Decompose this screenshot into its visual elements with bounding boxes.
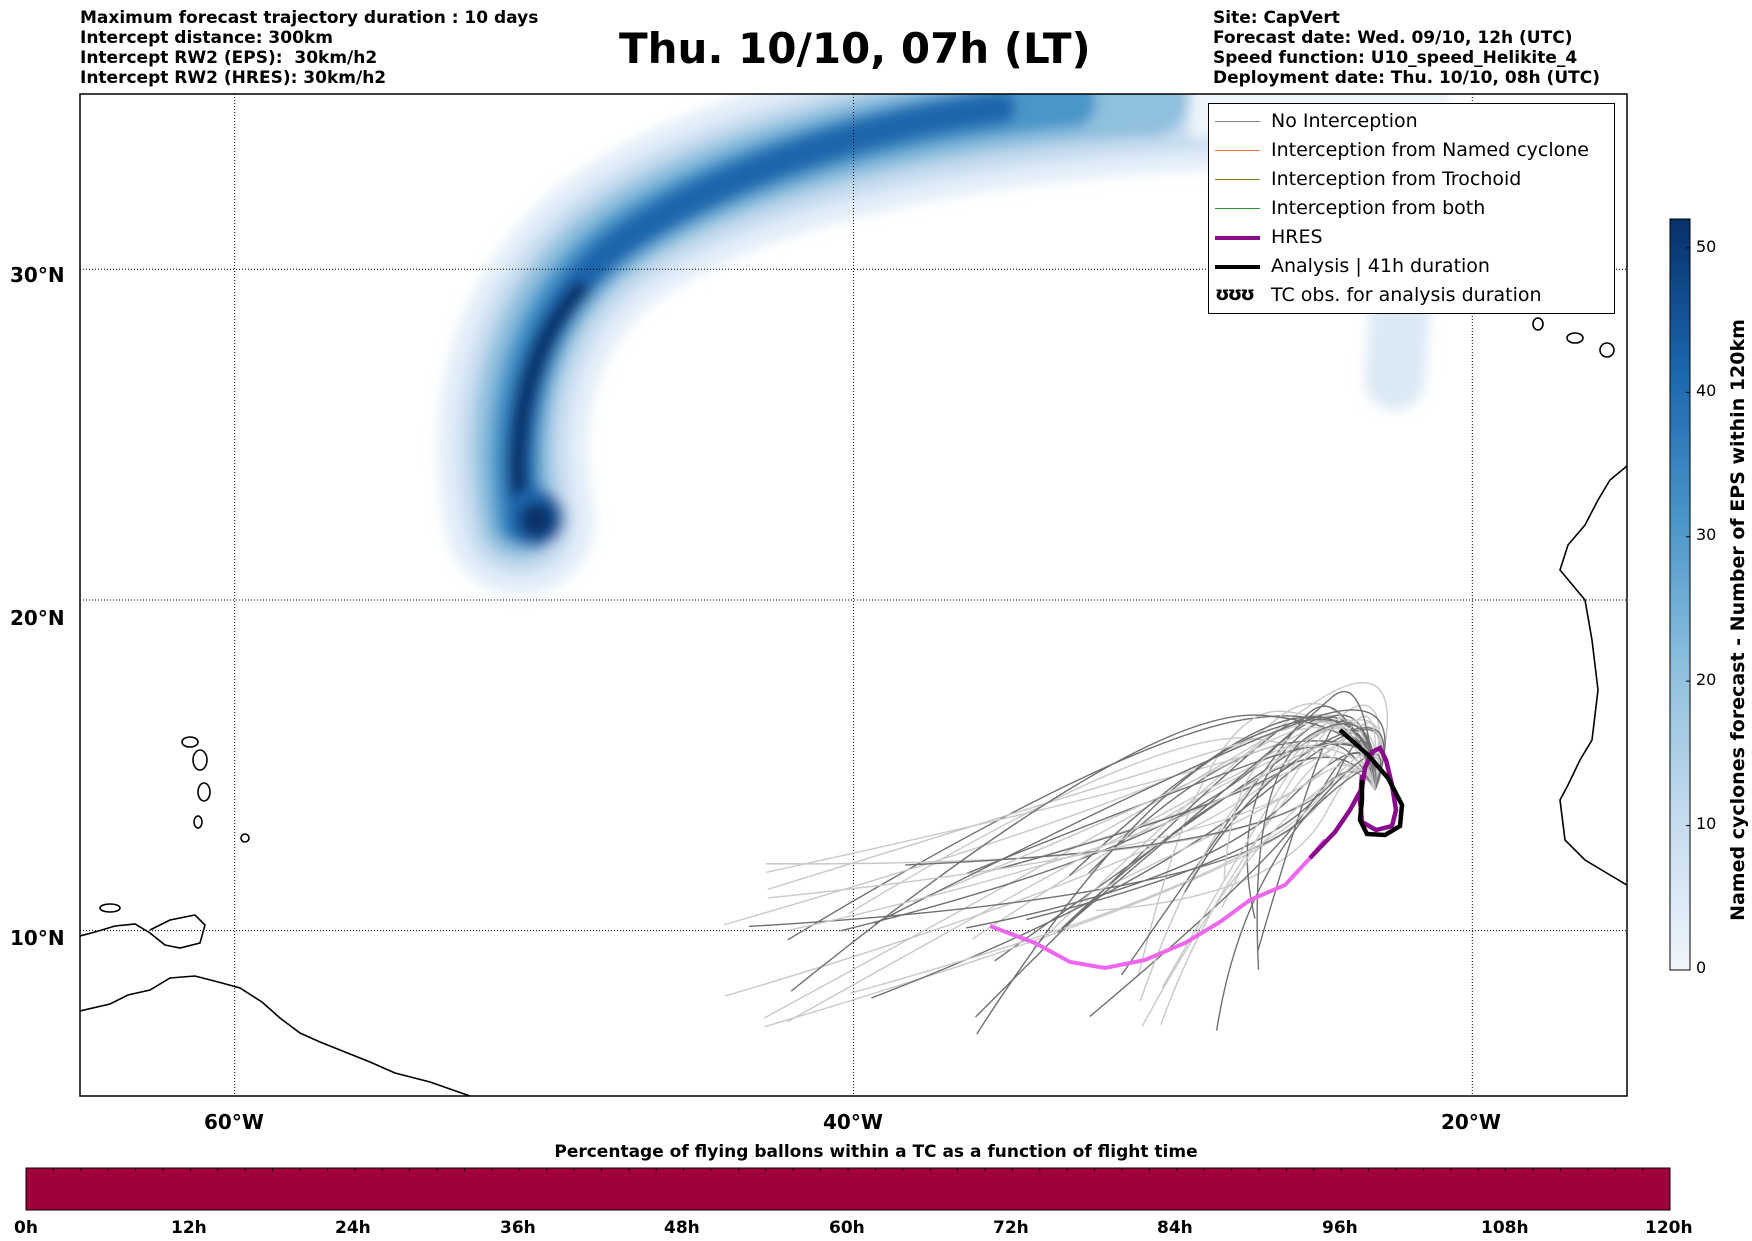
- cyclone-density-swath: [437, 94, 1450, 595]
- meta-site: Site: CapVert: [1213, 8, 1340, 28]
- colorbar-tick-10: 10: [1696, 814, 1717, 833]
- map-frame: [79, 93, 1628, 1097]
- colorbar-tick-20: 20: [1696, 670, 1717, 689]
- legend-item-hres: HRES: [1209, 224, 1614, 253]
- legend-label: Interception from Trochoid: [1271, 168, 1522, 190]
- bar-tick-label: 120h: [1645, 1218, 1693, 1238]
- bar-tick-label: 108h: [1481, 1218, 1529, 1238]
- trajectory-line: [724, 717, 1376, 997]
- coastlines: [80, 317, 1627, 1096]
- legend-item-trochoid: Interception from Trochoid: [1209, 166, 1614, 195]
- meta-intercept-distance: Intercept distance: 300km: [80, 28, 333, 48]
- lat-label-10n: 10°N: [10, 926, 65, 950]
- bar-tick-label: 72h: [993, 1218, 1029, 1238]
- bar-tick-label: 36h: [500, 1218, 536, 1238]
- lat-label-20n: 20°N: [10, 606, 65, 630]
- trajectory-line: [1215, 753, 1382, 1031]
- bar-tick-label: 48h: [664, 1218, 700, 1238]
- colorbar: [1669, 218, 1691, 971]
- legend-item-tc-obs: ʊʊʊ TC obs. for analysis duration: [1209, 282, 1614, 311]
- bar-tick-label: 24h: [335, 1218, 371, 1238]
- legend-swatch: [1215, 236, 1260, 240]
- tc-obs-symbol-icon: ʊʊʊ: [1215, 283, 1255, 305]
- trajectory-line: [768, 715, 1377, 899]
- bar-tick-label: 60h: [829, 1218, 865, 1238]
- meta-max-duration: Maximum forecast trajectory duration : 1…: [80, 8, 539, 28]
- legend-item-analysis: Analysis | 41h duration: [1209, 253, 1614, 282]
- trajectory-line: [1223, 745, 1376, 879]
- legend-label: Analysis | 41h duration: [1271, 255, 1490, 277]
- bar-tick-label: 84h: [1157, 1218, 1193, 1238]
- legend-item-both: Interception from both: [1209, 195, 1614, 224]
- legend-swatch: [1215, 179, 1260, 180]
- map-grid: [80, 94, 1627, 1096]
- lon-label-40w: 40°W: [823, 1110, 883, 1134]
- trajectory-line: [994, 721, 1376, 962]
- legend-swatch: [1215, 265, 1260, 269]
- flight-time-bar-title: Percentage of flying ballons within a TC…: [554, 1142, 1198, 1162]
- colorbar-tick-50: 50: [1696, 237, 1717, 256]
- lon-label-20w: 20°W: [1441, 1110, 1501, 1134]
- trajectory-line: [1068, 716, 1376, 877]
- legend-swatch: [1215, 150, 1260, 151]
- trajectory-line: [1061, 690, 1376, 930]
- trajectory-line: [1057, 756, 1376, 933]
- legend-item-no-interception: No Interception: [1209, 108, 1614, 137]
- legend-label: TC obs. for analysis duration: [1271, 284, 1542, 306]
- hres-trajectory-recent: [1308, 744, 1399, 860]
- trajectory-line: [787, 724, 1383, 1023]
- trajectory-line: [1160, 731, 1377, 1025]
- meta-deployment-date: Deployment date: Thu. 10/10, 08h (UTC): [1213, 68, 1600, 88]
- page-title: Thu. 10/10, 07h (LT): [619, 24, 1091, 73]
- meta-left: Maximum forecast trajectory duration : 1…: [80, 8, 538, 88]
- colorbar-tick-30: 30: [1696, 525, 1717, 544]
- bar-tick-label: 96h: [1322, 1218, 1358, 1238]
- trajectory-line: [1161, 725, 1376, 988]
- flight-time-bar-ticks: [53, 1168, 1643, 1172]
- legend: No Interception Interception from Named …: [1208, 103, 1615, 314]
- colorbar-ticks: [1686, 247, 1690, 971]
- trajectory-line: [874, 709, 1386, 925]
- legend-label: HRES: [1271, 226, 1323, 248]
- trajectory-line: [1184, 727, 1385, 893]
- trajectory-line: [1141, 769, 1376, 1027]
- lat-label-30n: 30°N: [10, 263, 65, 287]
- hres-trajectory: [989, 838, 1327, 971]
- analysis-trajectory: [1338, 728, 1405, 838]
- meta-speed-function: Speed function: U10_speed_Helikite_4: [1213, 48, 1578, 68]
- lon-label-60w: 60°W: [204, 1110, 264, 1134]
- legend-label: No Interception: [1271, 110, 1418, 132]
- bar-tick-label: 0h: [14, 1218, 38, 1238]
- trajectory-line: [767, 721, 1376, 891]
- legend-swatch: [1215, 121, 1260, 122]
- bar-tick-label: 12h: [171, 1218, 207, 1238]
- trajectory-line: [905, 740, 1376, 866]
- colorbar-tick-40: 40: [1696, 381, 1717, 400]
- meta-intercept-eps: Intercept RW2 (EPS): 30km/h2: [80, 48, 378, 68]
- meta-right: Site: CapVert Forecast date: Wed. 09/10,…: [1213, 8, 1600, 88]
- trajectory-line: [1026, 752, 1376, 921]
- colorbar-title: Named cyclones forecast - Number of EPS …: [1727, 319, 1749, 921]
- meta-intercept-hres: Intercept RW2 (HRES): 30km/h2: [80, 68, 387, 88]
- legend-label: Interception from Named cyclone: [1271, 139, 1589, 161]
- legend-item-named-cyclone: Interception from Named cyclone: [1209, 137, 1614, 166]
- meta-forecast-date: Forecast date: Wed. 09/10, 12h (UTC): [1213, 28, 1573, 48]
- legend-swatch: [1215, 208, 1260, 209]
- flight-time-bar: [25, 1167, 1671, 1211]
- trajectory-line: [1033, 681, 1388, 949]
- legend-label: Interception from both: [1271, 197, 1486, 219]
- ensemble-trajectories: [723, 681, 1388, 1035]
- colorbar-tick-0: 0: [1696, 958, 1707, 977]
- trajectory-line: [848, 737, 1376, 914]
